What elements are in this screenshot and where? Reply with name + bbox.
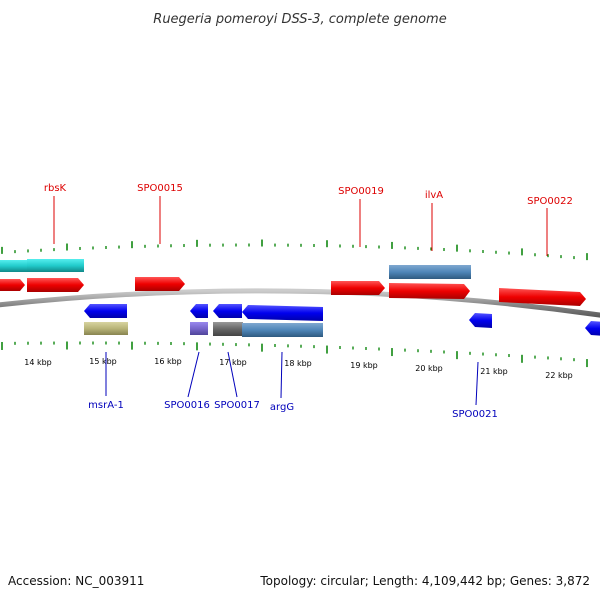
gene-SPO0022[interactable] (499, 288, 586, 306)
gene-SPO0017[interactable] (213, 304, 242, 318)
genome-backbone (0, 288, 600, 318)
gene-SPO0016[interactable] (190, 304, 208, 318)
leader-SPO0021 (475, 361, 479, 406)
forward-tick-row (1, 239, 588, 261)
label-SPO0022[interactable]: SPO0022 (527, 196, 573, 207)
accession-text: Accession: NC_003911 (8, 574, 144, 588)
gene-rbsK[interactable] (27, 278, 84, 292)
leader-SPO0017 (227, 351, 238, 398)
label-ilvA[interactable]: ilvA (425, 190, 443, 201)
scale-label-22kbp: 22 kbp (545, 371, 573, 380)
label-msrA-1[interactable]: msrA-1 (88, 400, 124, 411)
scale-label-14kbp: 14 kbp (24, 358, 52, 367)
label-argG[interactable]: argG (270, 402, 294, 413)
scale-label-15kbp: 15 kbp (89, 357, 117, 366)
label-SPO0021[interactable]: SPO0021 (452, 409, 498, 420)
reverse-gene-labels: msrA-1 SPO0016 SPO0017 argG SPO0021 (88, 351, 498, 420)
gene-ilvA[interactable] (389, 283, 470, 299)
feature-violet[interactable] (190, 322, 208, 335)
gene-SPO0021[interactable] (469, 313, 492, 328)
feature-argG-region[interactable] (242, 323, 323, 337)
scale-label-16kbp: 16 kbp (154, 357, 182, 366)
scale-label-20kbp: 20 kbp (415, 364, 443, 373)
leader-argG (280, 351, 283, 399)
reverse-genes (84, 304, 600, 336)
gene-msrA-1[interactable] (84, 304, 127, 318)
label-SPO0016[interactable]: SPO0016 (164, 400, 210, 411)
feature-cyan[interactable] (27, 259, 84, 272)
feature-khaki[interactable] (84, 322, 128, 335)
scale-tick-row (1, 341, 588, 368)
scale-labels: 14 kbp 15 kbp 16 kbp 17 kbp 18 kbp 19 kb… (24, 357, 573, 380)
gene-edge-right[interactable] (585, 321, 600, 336)
forward-genes (0, 277, 586, 306)
genome-title: Ruegeria pomeroyi DSS-3, complete genome (153, 12, 446, 27)
feature-gray[interactable] (213, 322, 243, 336)
feature-cyan-left[interactable] (0, 260, 27, 272)
genome-summary-text: Topology: circular; Length: 4,109,442 bp… (259, 574, 590, 588)
scale-label-19kbp: 19 kbp (350, 361, 378, 370)
scale-label-21kbp: 21 kbp (480, 367, 508, 376)
leader-SPO0016 (187, 351, 200, 398)
gene-SPO0015[interactable] (135, 277, 185, 291)
gene-SPO0019[interactable] (331, 281, 385, 295)
label-SPO0019[interactable]: SPO0019 (338, 186, 384, 197)
gene-argG[interactable] (242, 305, 323, 321)
forward-gene-labels: rbsK SPO0015 SPO0019 ilvA SPO0022 (44, 183, 573, 256)
scale-label-17kbp: 17 kbp (219, 358, 247, 367)
feature-ilvA-region[interactable] (389, 265, 471, 279)
scale-label-18kbp: 18 kbp (284, 359, 312, 368)
label-SPO0017[interactable]: SPO0017 (214, 400, 260, 411)
gene-forward-partial[interactable] (0, 279, 25, 291)
label-SPO0015[interactable]: SPO0015 (137, 183, 183, 194)
label-rbsK[interactable]: rbsK (44, 183, 67, 194)
